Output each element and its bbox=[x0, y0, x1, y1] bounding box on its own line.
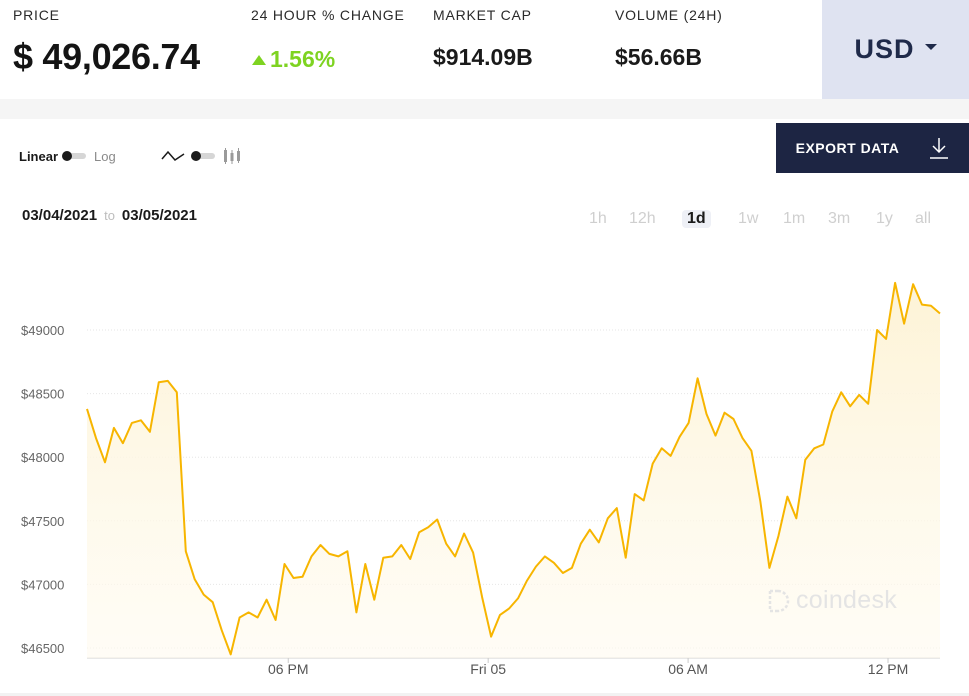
period-1w[interactable]: 1w bbox=[738, 210, 759, 227]
price-area-fill bbox=[87, 282, 940, 658]
x-tick-label: 06 PM bbox=[268, 661, 308, 677]
period-1h[interactable]: 1h bbox=[589, 210, 607, 227]
period-1d[interactable]: 1d bbox=[682, 210, 711, 228]
y-tick-label: $49000 bbox=[21, 323, 64, 338]
market-cap-value: $914.09B bbox=[433, 44, 533, 70]
currency-label: USD bbox=[854, 34, 915, 64]
up-triangle-icon bbox=[252, 54, 266, 65]
coindesk-logo-icon bbox=[768, 589, 790, 612]
linear-label[interactable]: Linear bbox=[19, 148, 59, 164]
x-tick-label: 12 PM bbox=[868, 661, 908, 677]
scale-toggle[interactable] bbox=[62, 151, 87, 161]
watermark-text: coindesk bbox=[796, 586, 898, 614]
period-1y[interactable]: 1y bbox=[876, 210, 893, 227]
date-from[interactable]: 03/04/2021 bbox=[22, 207, 98, 224]
bottom-divider bbox=[0, 693, 969, 696]
line-chart-icon[interactable] bbox=[160, 148, 186, 164]
change-value-group: 1.56% bbox=[252, 46, 335, 73]
divider-band bbox=[0, 99, 969, 119]
stats-header: PRICE $ 49,026.74 24 HOUR % CHANGE 1.56%… bbox=[0, 0, 969, 100]
period-3m[interactable]: 3m bbox=[828, 210, 851, 227]
download-icon bbox=[930, 138, 949, 159]
volume-label: VOLUME (24H) bbox=[615, 7, 723, 23]
export-data-button[interactable]: EXPORT DATA bbox=[776, 123, 969, 173]
change-value: 1.56% bbox=[270, 46, 336, 72]
price-value: $ 49,026.74 bbox=[13, 36, 200, 77]
chart-type-toggle[interactable] bbox=[190, 151, 215, 161]
period-1m[interactable]: 1m bbox=[783, 210, 806, 227]
candlestick-icon[interactable] bbox=[223, 147, 241, 165]
coindesk-watermark: coindesk bbox=[766, 586, 897, 615]
y-tick-label: $46500 bbox=[21, 641, 64, 656]
date-range: 03/04/2021 to 03/05/2021 bbox=[22, 207, 197, 224]
chevron-down-icon bbox=[924, 43, 937, 50]
currency-select[interactable]: USD bbox=[822, 0, 969, 99]
y-tick-label: $47500 bbox=[21, 514, 64, 529]
date-to[interactable]: 03/05/2021 bbox=[121, 207, 197, 224]
price-label: PRICE bbox=[13, 7, 60, 23]
period-all[interactable]: all bbox=[915, 210, 932, 227]
period-12h[interactable]: 12h bbox=[629, 210, 656, 227]
price-chart[interactable]: $46500 $47000 $47500 $48000 $48500 $49000 06 P… bbox=[0, 240, 969, 693]
chart-type-toggle-knob bbox=[190, 151, 201, 161]
y-tick-label: $48500 bbox=[21, 387, 64, 402]
date-range-sep: to bbox=[104, 208, 115, 223]
scale-toggle-knob bbox=[62, 151, 73, 161]
export-data-label: EXPORT DATA bbox=[795, 140, 900, 156]
market-cap-label: MARKET CAP bbox=[433, 7, 532, 23]
change-label: 24 HOUR % CHANGE bbox=[251, 7, 405, 23]
period-selector: 1h 12h 1d 1w 1m 3m 1y all bbox=[578, 210, 948, 232]
x-tick-label: Fri 05 bbox=[470, 661, 506, 677]
volume-value: $56.66B bbox=[615, 44, 702, 70]
log-label[interactable]: Log bbox=[94, 148, 116, 164]
y-tick-label: $48000 bbox=[21, 450, 64, 465]
x-tick-label: 06 AM bbox=[668, 661, 708, 677]
scale-toggle-row: Linear Log bbox=[19, 147, 241, 165]
price-line[interactable] bbox=[86, 281, 941, 656]
y-tick-label: $47000 bbox=[21, 577, 64, 592]
